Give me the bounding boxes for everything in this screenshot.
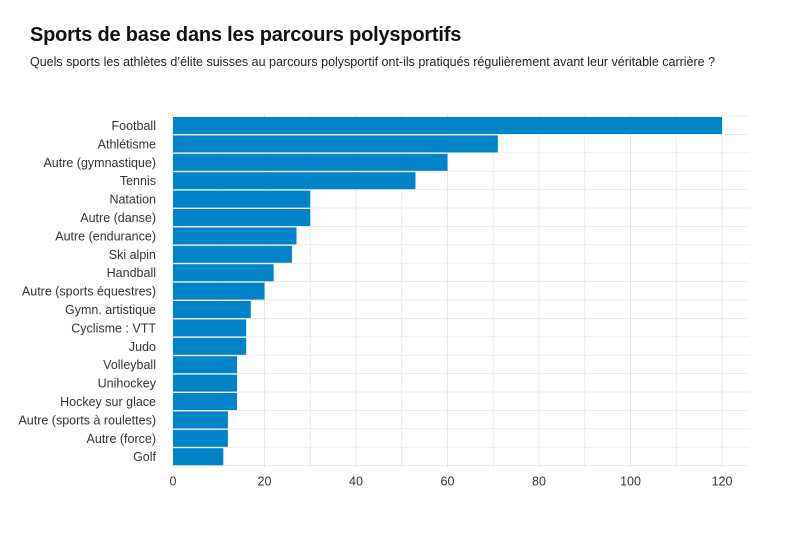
category-label: Gymn. artistique: [65, 303, 156, 317]
bar-2: [173, 135, 498, 153]
x-tick-label: 40: [349, 475, 363, 489]
category-label: Unihockey: [98, 377, 157, 391]
bar-8: [173, 245, 292, 263]
bar-3: [173, 153, 448, 171]
x-tick-label: 120: [712, 475, 733, 489]
category-label: Hockey sur glace: [60, 395, 156, 409]
x-tick-label: 0: [170, 475, 177, 489]
category-label: Judo: [129, 340, 156, 354]
bar-15: [173, 374, 238, 392]
x-tick-label: 80: [532, 475, 546, 489]
bar-18: [173, 429, 228, 447]
category-label: Football: [112, 119, 156, 133]
category-label: Ski alpin: [109, 248, 156, 262]
category-label: Autre (sports à roulettes): [18, 413, 156, 427]
bar-16: [173, 393, 238, 410]
category-label: Golf: [133, 450, 156, 464]
bar-14: [173, 356, 238, 374]
category-label: Natation: [109, 193, 156, 207]
category-label: Autre (danse): [80, 211, 156, 225]
x-tick-label: 100: [620, 475, 641, 489]
bar-13: [173, 337, 247, 355]
chart-subtitle: Quels sports les athlètes d’élite suisse…: [30, 55, 716, 69]
category-label: Autre (force): [87, 432, 156, 446]
category-label: Athlétisme: [98, 137, 156, 151]
category-label: Autre (endurance): [55, 229, 156, 243]
category-label: Autre (gymnastique): [43, 156, 156, 170]
bar-12: [173, 319, 247, 337]
category-label: Tennis: [120, 174, 156, 188]
bar-6: [173, 209, 311, 226]
category-label: Handball: [107, 266, 156, 280]
bar-19: [173, 448, 224, 466]
bar-9: [173, 264, 274, 282]
bar-4: [173, 172, 416, 190]
chart-title: Sports de base dans les parcours polyspo…: [30, 24, 462, 46]
bar-1: [173, 117, 722, 134]
category-label: Volleyball: [103, 358, 156, 372]
bar-10: [173, 282, 265, 300]
bar-5: [173, 190, 311, 208]
x-tick-label: 60: [441, 475, 455, 489]
bar-7: [173, 227, 297, 245]
bar-11: [173, 301, 251, 318]
bar-17: [173, 411, 228, 429]
category-label: Cyclisme : VTT: [71, 321, 156, 335]
x-tick-label: 20: [258, 475, 272, 489]
category-label: Autre (sports équestres): [22, 285, 156, 299]
